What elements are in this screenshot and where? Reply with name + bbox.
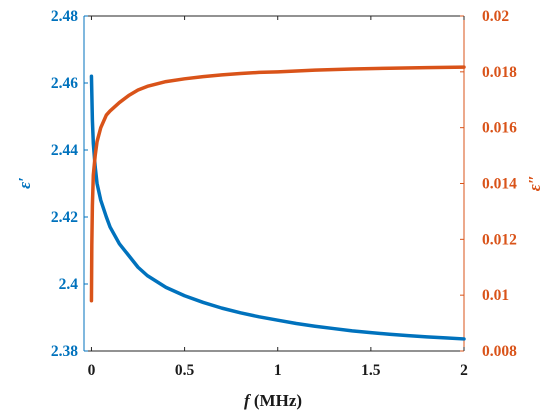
x-axis-label-unit: (MHz): [250, 391, 302, 410]
tick-labels: 2.38 2.4 2.42 2.44 2.46 2.48 0.008 0.01 0.012 0.0…: [51, 8, 517, 379]
y-right-tick-label: 0.01: [482, 287, 509, 304]
x-tick-label: 0.5: [175, 362, 195, 379]
y-right-tick-label: 0.02: [482, 8, 509, 25]
y-right-tick-label: 0.014: [482, 176, 517, 193]
y-axis-right-label: ε″: [525, 175, 544, 191]
y-left-tick-label: 2.38: [51, 343, 78, 360]
y-left-tick-label: 2.48: [51, 8, 78, 25]
y-right-tick-label: 0.018: [482, 64, 517, 81]
y-left-tick-label: 2.44: [51, 142, 78, 159]
y-axis-left-label: ε′: [15, 177, 34, 189]
y-right-tick-label: 0.008: [482, 343, 517, 360]
y-right-tick-label: 0.012: [482, 231, 517, 248]
y-left-tick-label: 2.42: [51, 209, 78, 226]
y-right-tick-label: 0.016: [482, 120, 517, 137]
x-axis-label-variable: f: [244, 391, 252, 410]
epsilon-prime-curve: [89, 74, 466, 341]
x-tick-label: 2: [460, 362, 468, 379]
epsilon-double-prime-curve: [89, 65, 466, 303]
x-tick-label: 1: [274, 362, 282, 379]
plot-curves: [89, 65, 466, 341]
x-tick-label: 1.5: [361, 362, 381, 379]
y-left-tick-label: 2.46: [51, 75, 78, 92]
x-tick-label: 0: [88, 362, 96, 379]
y-left-tick-label: 2.4: [59, 276, 79, 293]
x-axis-label: f (MHz): [244, 391, 302, 410]
plot-axes: [83, 15, 465, 352]
